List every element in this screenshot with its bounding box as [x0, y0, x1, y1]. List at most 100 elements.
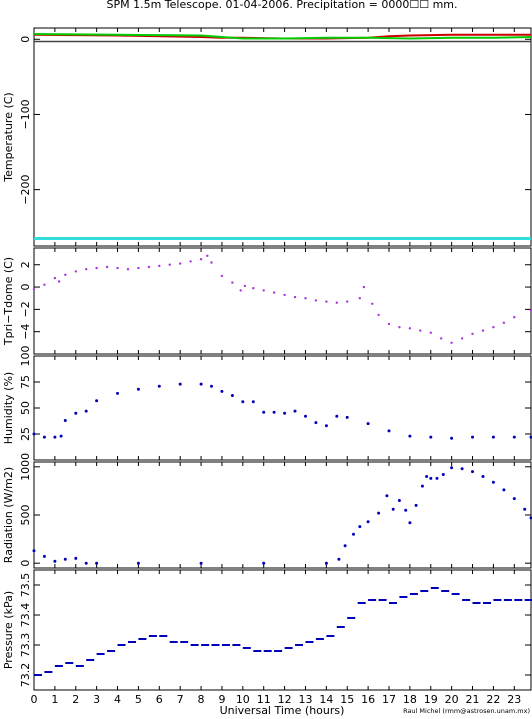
data-point — [293, 295, 297, 299]
data-point — [74, 411, 78, 415]
y-tick-label: 73.4 — [19, 603, 32, 628]
data-point — [283, 293, 286, 297]
x-tick-label: 1 — [51, 693, 58, 706]
x-tick-label: 3 — [93, 693, 100, 706]
data-point — [272, 291, 276, 294]
data-point — [241, 400, 245, 404]
x-tick-label: 12 — [278, 693, 292, 706]
data-point — [429, 435, 433, 439]
data-point — [491, 480, 495, 484]
data-point — [335, 414, 339, 418]
data-point — [84, 561, 88, 565]
data-point — [529, 435, 532, 439]
data-point — [343, 544, 347, 548]
data-point — [199, 258, 203, 261]
data-point — [440, 337, 443, 340]
data-point — [95, 561, 99, 565]
data-point — [85, 268, 88, 271]
y-tick-label: −100 — [19, 99, 32, 129]
data-point — [397, 499, 401, 502]
y-tick-label: 73.2 — [19, 663, 32, 688]
data-point — [74, 556, 78, 560]
plot-frame — [33, 569, 532, 691]
data-point — [352, 532, 355, 536]
chart-panel-2: 2 0 −2 −4 Tpri−Tdome (C) — [2, 247, 532, 355]
data-point — [366, 520, 370, 524]
temperature-series-2 — [33, 33, 532, 40]
y-tick-label: 0 — [19, 284, 32, 291]
data-point — [262, 410, 266, 414]
data-point — [502, 321, 506, 324]
chart-panel-1: 0 −100 −200 Temperature (C) — [2, 27, 532, 247]
x-tick-label: 0 — [31, 693, 38, 706]
figure-title: SPM 1.5m Telescope. 01-04-2006. Precipit… — [106, 0, 457, 11]
data-point — [136, 387, 140, 391]
data-point — [230, 394, 234, 397]
data-point — [523, 507, 527, 511]
x-tick-label: 17 — [382, 693, 396, 706]
data-point — [53, 559, 57, 563]
data-point — [43, 283, 46, 286]
x-tick-label: 19 — [424, 693, 438, 706]
y-tick-label: 73.3 — [19, 633, 32, 658]
y-tick-label: 500 — [19, 505, 32, 526]
data-point — [325, 300, 328, 303]
y-axis-label: Radiation (W/m2) — [2, 467, 15, 563]
y-tick-label: 50 — [19, 401, 32, 415]
data-point — [314, 421, 318, 425]
y-axis-label: Humidity (%) — [2, 372, 15, 444]
data-point — [345, 415, 349, 419]
data-point — [429, 476, 433, 480]
data-point — [481, 475, 485, 478]
y-tick-label: 25 — [19, 427, 32, 441]
data-point — [450, 466, 454, 470]
data-point — [391, 507, 395, 511]
data-point — [529, 516, 532, 520]
data-point — [346, 300, 349, 303]
data-point — [199, 382, 203, 386]
data-point — [42, 435, 46, 439]
x-tick-label: 4 — [114, 693, 121, 706]
data-point — [32, 288, 36, 291]
data-point — [53, 435, 57, 439]
data-point — [398, 326, 401, 329]
y-tick-label: −4 — [19, 324, 32, 340]
data-point — [57, 280, 61, 283]
data-point — [304, 414, 307, 418]
data-point — [314, 299, 318, 302]
data-point — [337, 557, 341, 561]
data-point — [481, 329, 485, 332]
y-axis-label: Tpri−Tdome (C) — [2, 257, 15, 346]
data-point — [492, 326, 495, 329]
x-tick-label: 22 — [486, 693, 500, 706]
plot-frame — [33, 247, 532, 355]
data-point — [157, 384, 161, 388]
y-tick-label: 73.5 — [19, 573, 32, 598]
data-point — [158, 264, 161, 268]
data-point — [251, 400, 255, 404]
x-tick-label: 11 — [257, 693, 271, 706]
x-tick-label: 23 — [507, 693, 521, 706]
data-point — [210, 384, 213, 388]
x-axis-label: Universal Time (hours) — [220, 704, 345, 717]
data-point — [179, 262, 182, 265]
y-axis-label: Pressure (kPa) — [2, 591, 15, 669]
x-tick-label: 13 — [298, 693, 312, 706]
x-tick-label: 14 — [319, 693, 333, 706]
data-point — [231, 281, 234, 284]
data-point — [63, 557, 67, 561]
plot-frame — [33, 355, 532, 461]
data-point — [471, 470, 474, 474]
y-tick-label: 0 — [19, 36, 32, 43]
data-point — [116, 266, 119, 270]
data-point — [420, 484, 424, 488]
data-point — [491, 435, 495, 439]
data-point — [529, 309, 532, 312]
data-point — [74, 270, 78, 273]
data-point — [387, 322, 391, 326]
data-point — [414, 503, 418, 507]
data-point — [32, 549, 36, 553]
credit-text: Raul Michel (rmm@astrosen.unam.mx) — [403, 707, 530, 715]
data-point — [59, 434, 63, 438]
